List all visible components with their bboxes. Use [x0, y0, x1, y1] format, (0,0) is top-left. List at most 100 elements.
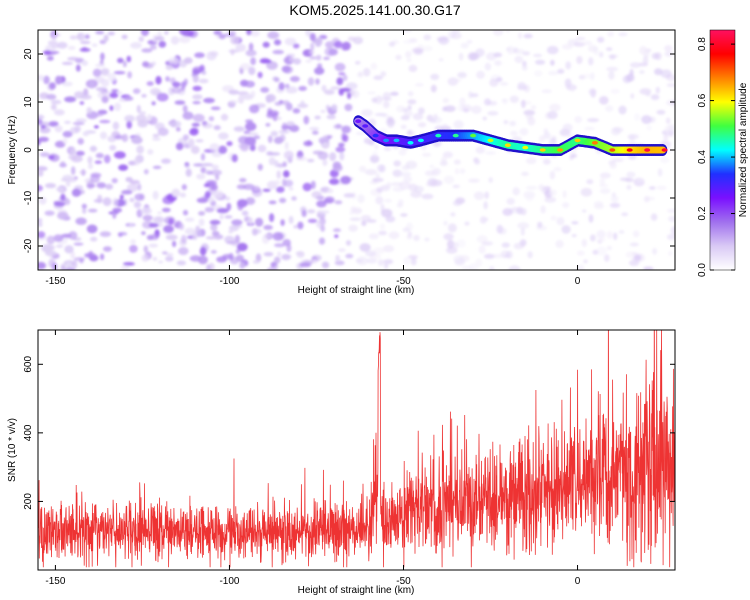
noise-blob — [636, 178, 645, 183]
noise-blob — [475, 146, 485, 154]
noise-blob — [633, 230, 640, 238]
noise-blob — [565, 61, 572, 70]
noise-blob — [216, 256, 228, 263]
noise-blob — [267, 31, 280, 39]
noise-blob — [69, 35, 78, 40]
noise-blob — [45, 250, 57, 257]
noise-blob — [334, 234, 339, 238]
noise-blob — [321, 84, 327, 92]
noise-blob — [224, 215, 233, 219]
noise-blob — [607, 31, 614, 37]
noise-blob — [355, 131, 365, 136]
noise-blob — [218, 33, 226, 40]
noise-blob — [530, 105, 537, 110]
x-tick-label: -100 — [219, 276, 239, 287]
noise-blob — [180, 81, 187, 88]
noise-blob — [70, 148, 76, 155]
noise-blob — [266, 151, 274, 156]
noise-blob — [549, 189, 557, 196]
y-tick-label: -20 — [23, 238, 34, 253]
noise-blob — [130, 239, 137, 244]
noise-blob — [272, 232, 284, 241]
noise-blob — [582, 209, 587, 213]
ridge-point — [435, 133, 442, 138]
spectrogram-y-label: Frequency (Hz) — [7, 116, 18, 185]
noise-blob — [629, 259, 640, 267]
noise-blob — [124, 115, 135, 123]
noise-blob — [332, 161, 342, 170]
noise-blob — [487, 101, 498, 106]
noise-blob — [345, 253, 354, 259]
noise-blob — [447, 223, 457, 233]
noise-blob — [86, 183, 96, 188]
noise-blob — [56, 41, 68, 49]
noise-blob — [209, 143, 220, 152]
noise-blob — [75, 118, 87, 123]
noise-blob — [64, 120, 71, 124]
noise-blob — [338, 72, 346, 76]
noise-blob — [179, 30, 191, 36]
noise-blob — [46, 56, 54, 61]
noise-blob — [278, 100, 284, 104]
noise-blob — [262, 188, 271, 192]
noise-blob — [281, 254, 291, 261]
noise-blob — [385, 215, 396, 223]
noise-blob — [263, 234, 272, 238]
colorbar-ticks: 0.0 0.2 0.4 0.6 0.8 — [697, 37, 735, 277]
noise-blob — [292, 43, 300, 49]
noise-blob — [410, 257, 417, 266]
ridge-point — [626, 148, 633, 152]
noise-blob — [377, 95, 383, 102]
noise-blob — [388, 41, 396, 47]
noise-blob — [236, 242, 248, 252]
noise-blob — [383, 259, 394, 265]
noise-blob — [262, 41, 270, 48]
noise-blob — [625, 73, 635, 82]
noise-blob — [407, 129, 413, 135]
noise-blob — [136, 209, 143, 218]
noise-blob — [310, 180, 316, 190]
ridge-point — [355, 119, 362, 123]
noise-blob — [67, 45, 76, 50]
noise-blob — [503, 120, 509, 125]
noise-blob — [618, 230, 625, 234]
noise-blob — [83, 88, 89, 97]
noise-blob — [621, 212, 629, 217]
noise-blob — [89, 80, 95, 89]
noise-blob — [456, 239, 466, 248]
ridge-point — [372, 133, 379, 138]
noise-blob — [403, 39, 414, 44]
noise-blob — [230, 35, 240, 45]
noise-blob — [163, 225, 174, 233]
noise-blob — [50, 99, 62, 105]
noise-blob — [571, 234, 577, 238]
noise-blob — [326, 114, 336, 120]
noise-blob — [342, 134, 349, 143]
noise-blob — [269, 213, 275, 223]
noise-blob — [444, 105, 456, 112]
noise-blob — [157, 127, 169, 136]
noise-blob — [433, 113, 438, 121]
noise-blob — [136, 104, 141, 114]
noise-blob — [609, 162, 617, 169]
noise-blob — [137, 119, 148, 128]
noise-blob — [233, 126, 245, 132]
noise-blob — [133, 157, 140, 166]
noise-blob — [474, 158, 481, 165]
noise-blob — [468, 91, 473, 99]
noise-blob — [188, 138, 195, 148]
noise-blob — [103, 154, 111, 164]
noise-blob — [303, 115, 310, 125]
noise-blob — [347, 36, 356, 42]
noise-blob — [427, 178, 438, 187]
noise-blob — [252, 260, 260, 264]
colorbar-tick-label: 0.8 — [697, 37, 708, 51]
x-tick-label: -150 — [45, 576, 65, 587]
noise-blob — [381, 113, 389, 118]
noise-blob — [424, 237, 430, 242]
noise-blob — [613, 232, 618, 241]
noise-blob — [126, 55, 132, 63]
noise-blob — [388, 231, 400, 240]
noise-blob — [666, 83, 675, 87]
y-tick-label: 600 — [23, 356, 34, 373]
